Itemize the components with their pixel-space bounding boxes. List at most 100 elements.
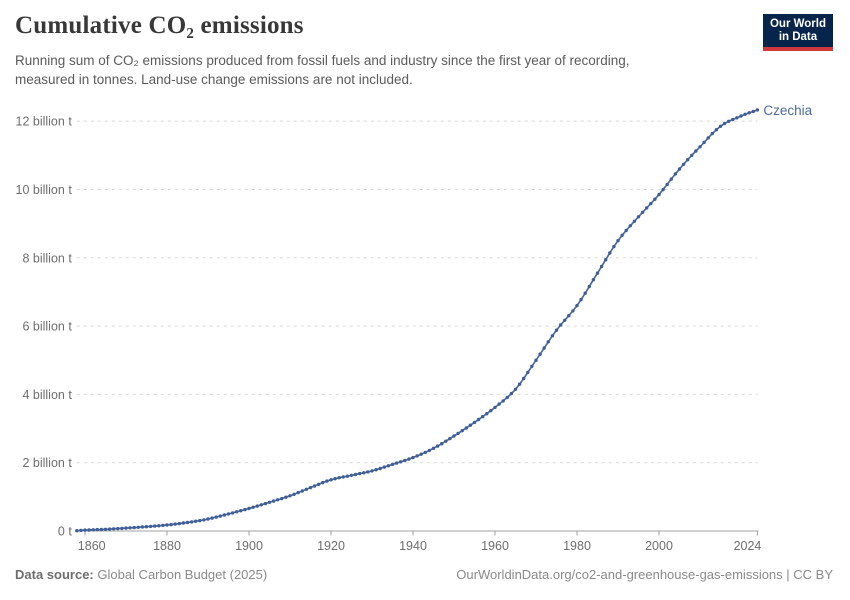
data-point bbox=[169, 522, 173, 527]
data-point bbox=[362, 471, 366, 475]
data-point bbox=[181, 521, 186, 525]
data-point bbox=[751, 109, 755, 114]
data-point bbox=[575, 303, 579, 308]
data-point bbox=[628, 224, 632, 228]
data-point bbox=[107, 527, 112, 531]
entity-label-czechia[interactable]: Czechia bbox=[763, 103, 812, 118]
data-point bbox=[341, 475, 345, 479]
data-point bbox=[653, 197, 657, 201]
data-point bbox=[91, 528, 95, 532]
data-point bbox=[538, 352, 542, 356]
data-point bbox=[460, 429, 464, 433]
data-point bbox=[616, 239, 620, 243]
data-point bbox=[284, 495, 288, 499]
owid-logo[interactable]: Our World in Data bbox=[762, 14, 833, 51]
credit-link[interactable]: OurWorldinData.org/co2-and-greenhouse-ga… bbox=[456, 567, 833, 582]
data-point bbox=[214, 515, 218, 519]
data-point bbox=[464, 426, 468, 430]
data-point bbox=[116, 526, 120, 531]
data-point bbox=[271, 499, 276, 503]
data-point bbox=[690, 153, 694, 157]
data-point bbox=[280, 496, 284, 501]
data-point bbox=[276, 498, 280, 502]
data-point bbox=[148, 524, 153, 529]
data-point bbox=[657, 192, 661, 197]
data-point bbox=[304, 487, 309, 491]
data-point bbox=[513, 387, 518, 391]
y-tick-label: 0 t bbox=[58, 525, 72, 539]
data-point bbox=[198, 518, 202, 523]
data-point bbox=[710, 131, 714, 136]
data-point bbox=[718, 124, 723, 128]
data-point bbox=[435, 444, 440, 448]
data-point bbox=[251, 505, 255, 509]
data-point bbox=[185, 520, 190, 525]
data-point bbox=[485, 412, 489, 416]
chart-subtitle-line1: Running sum of CO₂ emissions produced fr… bbox=[15, 53, 630, 68]
data-point bbox=[79, 528, 83, 533]
data-point bbox=[255, 504, 259, 508]
x-tick-label: 2000 bbox=[645, 539, 673, 553]
data-point bbox=[153, 524, 157, 528]
data-point bbox=[702, 140, 706, 145]
data-point bbox=[456, 431, 460, 436]
x-tick-label: 1940 bbox=[399, 539, 427, 553]
data-point bbox=[595, 271, 600, 275]
data-point bbox=[325, 479, 329, 483]
data-point bbox=[669, 177, 673, 181]
data-point bbox=[83, 528, 87, 532]
chart-subtitle: Running sum of CO₂ emissions produced fr… bbox=[15, 51, 630, 89]
data-point bbox=[546, 340, 550, 344]
owid-logo-line2: in Data bbox=[778, 31, 818, 43]
x-tick-label: 1920 bbox=[317, 539, 345, 553]
data-point bbox=[87, 528, 91, 532]
data-point bbox=[353, 472, 358, 477]
x-tick-label: 2024 bbox=[734, 539, 762, 553]
data-point bbox=[563, 318, 567, 322]
data-point bbox=[173, 522, 177, 526]
data-point bbox=[526, 370, 530, 375]
data-point bbox=[124, 526, 128, 530]
data-point bbox=[157, 524, 161, 528]
data-point bbox=[747, 111, 751, 115]
data-point bbox=[288, 494, 292, 498]
data-point bbox=[497, 402, 501, 406]
data-point bbox=[612, 244, 616, 249]
data-point bbox=[755, 108, 760, 112]
data-point bbox=[403, 458, 407, 463]
data-point bbox=[706, 136, 710, 140]
data-point bbox=[431, 446, 436, 450]
data-point bbox=[120, 526, 124, 531]
y-tick-label: 6 billion t bbox=[22, 320, 72, 334]
data-point bbox=[407, 457, 411, 461]
data-point bbox=[112, 527, 116, 531]
data-point bbox=[550, 334, 555, 338]
data-point bbox=[608, 251, 612, 255]
x-tick-label: 1980 bbox=[563, 539, 591, 553]
data-source-note: Data source: Global Carbon Budget (2025) bbox=[15, 567, 267, 582]
data-point bbox=[620, 233, 624, 237]
data-point bbox=[599, 264, 604, 269]
data-point bbox=[132, 525, 136, 530]
data-point bbox=[374, 468, 378, 472]
data-point bbox=[165, 523, 169, 527]
chart-footer: Data source: Global Carbon Budget (2025)… bbox=[15, 567, 833, 582]
data-point bbox=[218, 514, 222, 518]
data-point bbox=[452, 434, 456, 438]
owid-logo-line1: Our World bbox=[769, 18, 826, 30]
y-tick-label: 10 billion t bbox=[16, 183, 73, 197]
data-point bbox=[501, 399, 505, 403]
data-point bbox=[235, 510, 239, 514]
data-point bbox=[399, 460, 403, 464]
x-tick-label: 1900 bbox=[235, 539, 263, 553]
data-point bbox=[226, 512, 231, 516]
data-point bbox=[440, 442, 444, 446]
data-point bbox=[534, 358, 538, 362]
data-point bbox=[144, 525, 149, 529]
data-point bbox=[493, 405, 497, 410]
data-point bbox=[698, 145, 702, 149]
data-point bbox=[579, 297, 583, 302]
data-point bbox=[427, 448, 432, 453]
data-point bbox=[382, 465, 386, 469]
